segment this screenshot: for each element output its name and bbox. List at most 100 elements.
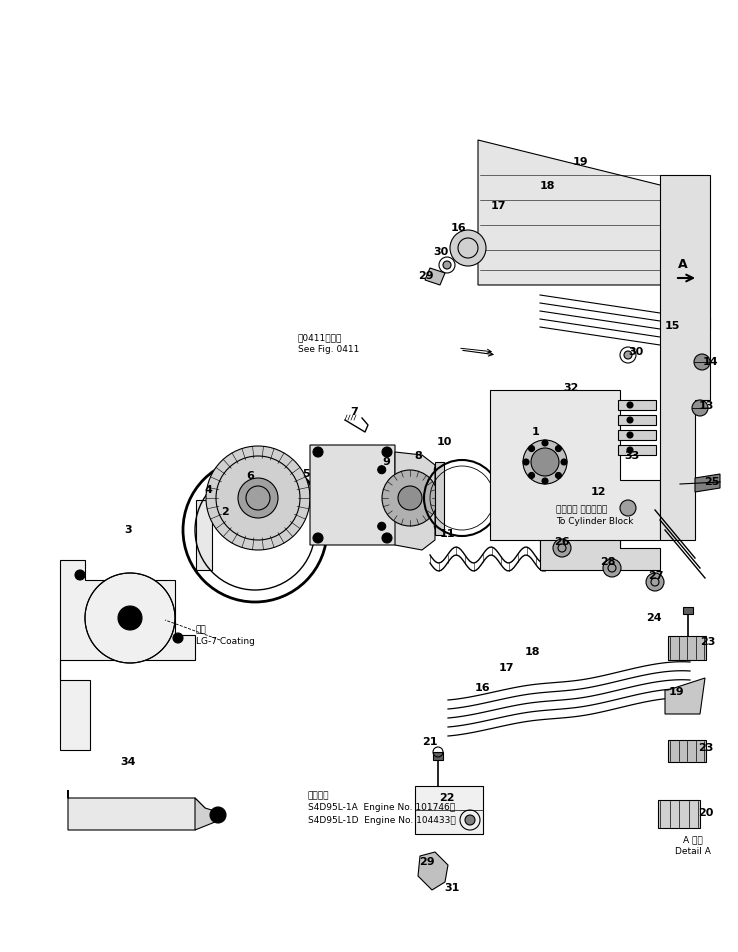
Text: 15: 15: [664, 321, 680, 331]
Polygon shape: [695, 474, 720, 492]
Polygon shape: [665, 678, 705, 714]
Polygon shape: [310, 445, 420, 545]
Circle shape: [523, 459, 529, 465]
Text: 34: 34: [120, 757, 136, 767]
Text: A: A: [678, 259, 688, 271]
Circle shape: [542, 440, 548, 446]
Circle shape: [75, 570, 85, 580]
Circle shape: [434, 523, 442, 530]
Circle shape: [378, 523, 386, 530]
Text: A 拡大
Detail A: A 拡大 Detail A: [675, 836, 711, 857]
Circle shape: [553, 539, 571, 557]
Text: 18: 18: [524, 647, 539, 657]
Text: 20: 20: [698, 808, 714, 818]
Circle shape: [313, 533, 323, 543]
Text: 30: 30: [628, 347, 644, 357]
Circle shape: [85, 573, 175, 663]
Circle shape: [382, 533, 392, 543]
Circle shape: [398, 486, 422, 510]
Polygon shape: [435, 462, 444, 535]
Text: 2: 2: [221, 507, 229, 517]
Text: 31: 31: [444, 883, 460, 893]
Text: 29: 29: [418, 271, 434, 281]
Circle shape: [627, 417, 633, 423]
Polygon shape: [490, 390, 660, 560]
Text: 28: 28: [600, 557, 615, 567]
Circle shape: [378, 466, 386, 474]
Circle shape: [694, 354, 710, 370]
Text: 13: 13: [698, 401, 714, 411]
Text: 適用号機
S4D95L-1A  Engine No. 101746～
S4D95L-1D  Engine No. 104433～: 適用号機 S4D95L-1A Engine No. 101746～ S4D95L…: [308, 791, 456, 825]
Polygon shape: [68, 790, 205, 830]
Bar: [618, 445, 656, 455]
Polygon shape: [395, 452, 435, 550]
Circle shape: [450, 230, 486, 266]
Text: 6: 6: [246, 471, 254, 481]
Circle shape: [556, 472, 562, 479]
Circle shape: [627, 402, 633, 408]
Polygon shape: [660, 175, 710, 540]
Text: 図0411参照用
See Fig. 0411: 図0411参照用 See Fig. 0411: [298, 333, 359, 354]
Polygon shape: [195, 798, 218, 830]
Circle shape: [434, 466, 442, 474]
Text: 19: 19: [668, 687, 684, 697]
Text: 17: 17: [498, 663, 514, 673]
Circle shape: [313, 447, 323, 457]
Polygon shape: [478, 140, 700, 285]
Text: 14: 14: [702, 357, 718, 367]
Circle shape: [523, 440, 567, 484]
Bar: [415, 786, 483, 834]
Text: 9: 9: [382, 457, 390, 467]
Circle shape: [624, 351, 632, 359]
Circle shape: [627, 432, 633, 438]
Text: 1: 1: [532, 427, 540, 437]
Text: 17: 17: [490, 201, 506, 211]
Circle shape: [528, 472, 534, 479]
Text: 22: 22: [439, 793, 455, 803]
Text: 23: 23: [700, 637, 716, 647]
Circle shape: [206, 446, 310, 550]
Circle shape: [627, 447, 633, 453]
Text: 27: 27: [648, 571, 663, 581]
Text: 3: 3: [124, 525, 132, 535]
Text: 8: 8: [414, 451, 422, 461]
Text: 26: 26: [554, 537, 570, 547]
Polygon shape: [668, 740, 706, 762]
Polygon shape: [540, 540, 660, 570]
Bar: [690, 318, 710, 330]
Bar: [618, 430, 656, 440]
Text: 16: 16: [450, 223, 466, 233]
Text: 24: 24: [646, 613, 662, 623]
Text: 7: 7: [350, 407, 358, 417]
Circle shape: [646, 573, 664, 591]
Bar: [618, 400, 656, 410]
Circle shape: [528, 446, 534, 451]
Circle shape: [465, 815, 475, 825]
Text: 33: 33: [624, 451, 640, 461]
Polygon shape: [658, 800, 700, 828]
Polygon shape: [60, 660, 90, 750]
Text: シリンダ ブロック～
To Cylinder Block: シリンダ ブロック～ To Cylinder Block: [556, 506, 633, 526]
Circle shape: [443, 261, 451, 269]
Bar: [433, 752, 443, 760]
Text: 21: 21: [422, 737, 438, 747]
Text: 18: 18: [539, 181, 555, 191]
Polygon shape: [668, 636, 706, 660]
Text: 32: 32: [563, 383, 579, 393]
Circle shape: [603, 559, 621, 577]
Text: 29: 29: [419, 857, 435, 867]
Circle shape: [118, 606, 142, 630]
Bar: [683, 607, 693, 614]
Text: 12: 12: [590, 487, 606, 497]
Text: 16: 16: [475, 683, 490, 693]
Text: 30: 30: [433, 247, 449, 257]
Text: 23: 23: [698, 743, 714, 753]
Circle shape: [620, 500, 636, 516]
Text: 19: 19: [572, 157, 587, 167]
Bar: [618, 415, 656, 425]
Circle shape: [238, 478, 278, 518]
Polygon shape: [196, 500, 212, 570]
Text: 5: 5: [302, 469, 310, 479]
Circle shape: [382, 447, 392, 457]
Text: 10: 10: [436, 437, 452, 447]
